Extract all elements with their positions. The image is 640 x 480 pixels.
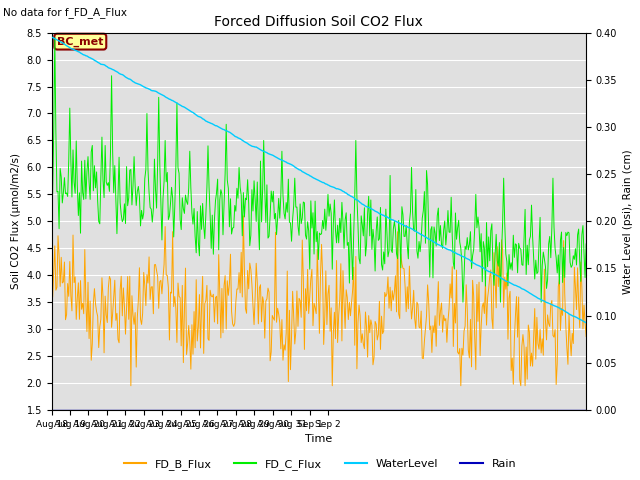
- WaterLevel: [582, 320, 590, 325]
- X-axis label: Time: Time: [305, 434, 333, 444]
- Rain: [48, 407, 56, 413]
- WaterLevel: [486, 269, 493, 275]
- FD_C_Flux: [582, 241, 590, 247]
- FD_B_Flux: [368, 323, 376, 328]
- FD_B_Flux: [127, 383, 134, 389]
- FD_C_Flux: [303, 236, 310, 242]
- FD_C_Flux: [459, 300, 467, 305]
- Rain: [486, 407, 493, 413]
- Rain: [337, 407, 345, 413]
- Rain: [305, 407, 312, 413]
- WaterLevel: [301, 170, 309, 176]
- Rain: [301, 407, 309, 413]
- WaterLevel: [570, 313, 577, 319]
- WaterLevel: [48, 34, 56, 40]
- Line: FD_B_Flux: FD_B_Flux: [52, 216, 586, 386]
- Y-axis label: Water Level (psi), Rain (cm): Water Level (psi), Rain (cm): [623, 149, 633, 294]
- FD_C_Flux: [51, 35, 59, 41]
- FD_C_Flux: [572, 246, 579, 252]
- WaterLevel: [305, 172, 312, 178]
- Rain: [366, 407, 374, 413]
- Title: Forced Diffusion Soil CO2 Flux: Forced Diffusion Soil CO2 Flux: [214, 15, 423, 29]
- FD_B_Flux: [304, 266, 312, 272]
- FD_B_Flux: [572, 284, 579, 290]
- Rain: [570, 407, 577, 413]
- Rain: [582, 407, 590, 413]
- WaterLevel: [337, 187, 345, 193]
- Text: No data for f_FD_A_Flux: No data for f_FD_A_Flux: [3, 7, 127, 18]
- FD_B_Flux: [488, 315, 496, 321]
- Legend: FD_B_Flux, FD_C_Flux, WaterLevel, Rain: FD_B_Flux, FD_C_Flux, WaterLevel, Rain: [120, 455, 520, 474]
- Line: WaterLevel: WaterLevel: [52, 37, 586, 323]
- Y-axis label: Soil CO2 Flux (μmol/m2/s): Soil CO2 Flux (μmol/m2/s): [11, 153, 21, 289]
- FD_C_Flux: [488, 221, 496, 227]
- FD_B_Flux: [239, 213, 247, 219]
- FD_C_Flux: [48, 155, 56, 161]
- Text: BC_met: BC_met: [57, 36, 104, 47]
- Line: FD_C_Flux: FD_C_Flux: [52, 38, 586, 302]
- WaterLevel: [366, 205, 374, 211]
- FD_C_Flux: [367, 197, 374, 203]
- FD_C_Flux: [306, 266, 314, 272]
- FD_B_Flux: [339, 268, 347, 274]
- FD_B_Flux: [582, 334, 590, 339]
- FD_B_Flux: [48, 280, 56, 286]
- FD_B_Flux: [307, 276, 315, 282]
- FD_C_Flux: [338, 200, 346, 205]
